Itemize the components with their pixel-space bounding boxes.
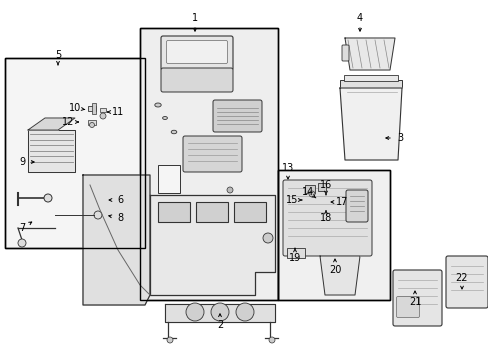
Text: 9: 9 [19, 157, 25, 167]
Text: 6: 6 [117, 195, 123, 205]
Bar [88, 120, 96, 125]
FancyBboxPatch shape [161, 36, 232, 70]
Circle shape [167, 337, 173, 343]
Polygon shape [319, 256, 359, 295]
Bar [278, 170, 389, 300]
Text: 11: 11 [112, 107, 124, 117]
Text: 13: 13 [281, 163, 293, 173]
Circle shape [18, 239, 26, 247]
FancyBboxPatch shape [161, 68, 232, 92]
Bar [88, 106, 96, 111]
Circle shape [185, 303, 203, 321]
Bar [286, 248, 305, 258]
Circle shape [236, 303, 253, 321]
Text: 7: 7 [19, 223, 25, 233]
FancyBboxPatch shape [213, 100, 262, 132]
Text: 1: 1 [192, 13, 198, 23]
Text: 5: 5 [55, 50, 61, 60]
Bar [339, 80, 401, 88]
Text: 20: 20 [328, 265, 341, 275]
Ellipse shape [163, 117, 167, 120]
Polygon shape [83, 175, 150, 305]
Bar [100, 108, 106, 112]
Circle shape [94, 211, 102, 219]
Bar [305, 185, 314, 193]
FancyBboxPatch shape [346, 190, 367, 222]
Bar [317, 183, 325, 191]
Polygon shape [28, 118, 75, 130]
FancyBboxPatch shape [341, 45, 348, 61]
Bar [278, 170, 389, 300]
FancyBboxPatch shape [183, 136, 242, 172]
Ellipse shape [171, 130, 177, 134]
Text: 4: 4 [356, 13, 362, 23]
FancyBboxPatch shape [166, 41, 227, 63]
Text: 8: 8 [117, 213, 123, 223]
Circle shape [210, 303, 228, 321]
FancyBboxPatch shape [283, 180, 371, 256]
Bar [196, 202, 227, 222]
Bar [5, 58, 145, 248]
Polygon shape [28, 130, 75, 172]
Polygon shape [150, 195, 274, 295]
Bar [92, 103, 96, 114]
Text: 21: 21 [408, 297, 420, 307]
Circle shape [226, 187, 232, 193]
Bar [140, 28, 278, 300]
Bar [158, 202, 190, 222]
Circle shape [308, 191, 314, 197]
FancyBboxPatch shape [445, 256, 487, 308]
Bar [5, 58, 145, 248]
Text: 19: 19 [288, 253, 301, 263]
Bar [158, 165, 180, 193]
Polygon shape [164, 304, 274, 322]
Bar [343, 75, 397, 81]
Polygon shape [339, 88, 401, 160]
Ellipse shape [155, 103, 161, 107]
Text: 15: 15 [285, 195, 298, 205]
Circle shape [263, 233, 272, 243]
Bar [234, 202, 265, 222]
Text: 22: 22 [455, 273, 468, 283]
Text: 2: 2 [217, 320, 223, 330]
Circle shape [44, 194, 52, 202]
Text: 14: 14 [301, 187, 313, 197]
Text: 17: 17 [335, 197, 347, 207]
Circle shape [268, 337, 274, 343]
Circle shape [89, 122, 94, 127]
Text: 10: 10 [69, 103, 81, 113]
Polygon shape [345, 38, 394, 70]
FancyBboxPatch shape [396, 297, 419, 318]
Text: 12: 12 [61, 117, 74, 127]
Text: 3: 3 [396, 133, 402, 143]
FancyBboxPatch shape [392, 270, 441, 326]
Text: 16: 16 [319, 180, 331, 190]
Text: 18: 18 [319, 213, 331, 223]
Circle shape [100, 113, 106, 119]
Bar [140, 28, 278, 300]
